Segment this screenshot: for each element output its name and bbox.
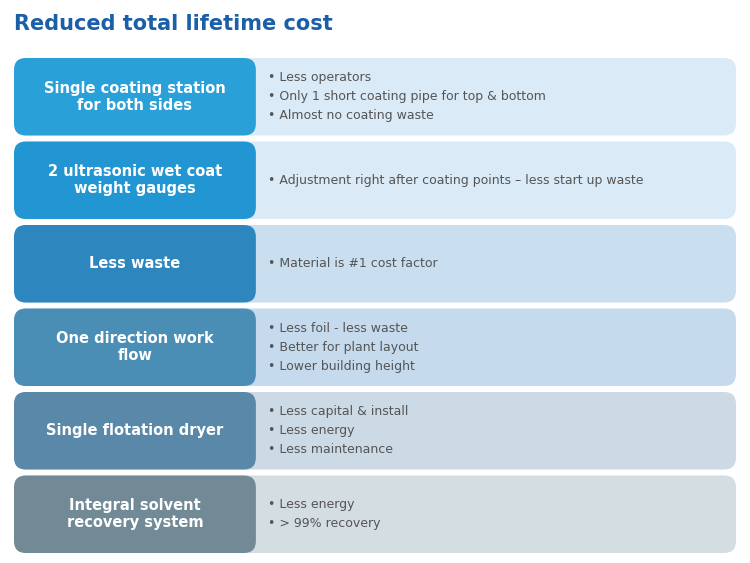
Text: Single coating station
for both sides: Single coating station for both sides bbox=[44, 81, 226, 113]
FancyBboxPatch shape bbox=[14, 225, 256, 302]
Text: • Less energy
• > 99% recovery: • Less energy • > 99% recovery bbox=[268, 498, 380, 530]
FancyBboxPatch shape bbox=[14, 309, 736, 386]
Text: Less waste: Less waste bbox=[89, 256, 181, 271]
Text: Integral solvent
recovery system: Integral solvent recovery system bbox=[67, 498, 203, 530]
FancyBboxPatch shape bbox=[14, 309, 256, 386]
FancyBboxPatch shape bbox=[14, 476, 736, 553]
FancyBboxPatch shape bbox=[14, 476, 256, 553]
FancyBboxPatch shape bbox=[14, 141, 256, 219]
FancyBboxPatch shape bbox=[14, 392, 736, 470]
Text: Single flotation dryer: Single flotation dryer bbox=[46, 423, 224, 438]
Text: 2 ultrasonic wet coat
weight gauges: 2 ultrasonic wet coat weight gauges bbox=[48, 164, 222, 196]
FancyBboxPatch shape bbox=[14, 225, 736, 302]
Text: • Less foil - less waste
• Better for plant layout
• Lower building height: • Less foil - less waste • Better for pl… bbox=[268, 321, 419, 373]
Text: • Less capital & install
• Less energy
• Less maintenance: • Less capital & install • Less energy •… bbox=[268, 405, 408, 456]
Text: One direction work
flow: One direction work flow bbox=[56, 331, 214, 364]
Text: • Adjustment right after coating points – less start up waste: • Adjustment right after coating points … bbox=[268, 174, 644, 187]
FancyBboxPatch shape bbox=[14, 58, 736, 136]
FancyBboxPatch shape bbox=[14, 392, 256, 470]
Text: • Less operators
• Only 1 short coating pipe for top & bottom
• Almost no coatin: • Less operators • Only 1 short coating … bbox=[268, 72, 546, 122]
FancyBboxPatch shape bbox=[14, 141, 736, 219]
Text: • Material is #1 cost factor: • Material is #1 cost factor bbox=[268, 257, 437, 270]
FancyBboxPatch shape bbox=[14, 58, 256, 136]
Text: Reduced total lifetime cost: Reduced total lifetime cost bbox=[14, 14, 333, 34]
